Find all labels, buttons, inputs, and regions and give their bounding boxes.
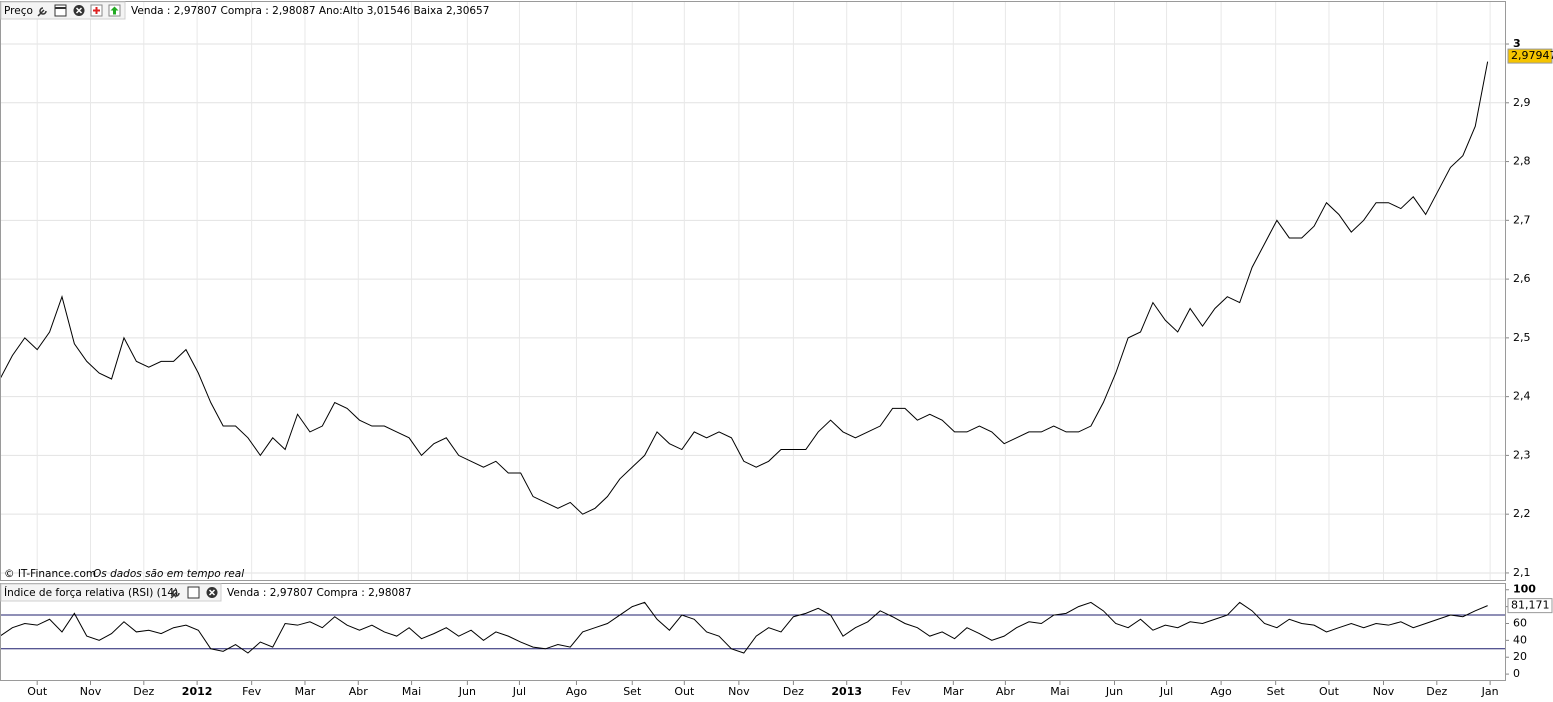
x-tick-label: Abr — [349, 685, 369, 698]
x-tick-label: Jan — [1481, 685, 1499, 698]
y-tick-label: 100 — [1513, 583, 1536, 596]
series-line — [0, 601, 1488, 654]
x-tick-label: Set — [1267, 685, 1286, 698]
y-tick-label: 2,7 — [1513, 213, 1531, 226]
x-tick-label: Dez — [133, 685, 154, 698]
x-tick-label: Fev — [242, 685, 261, 698]
price-title: Preço — [4, 5, 33, 17]
y-tick-label: 0 — [1513, 667, 1520, 680]
y-tick-label: 2,6 — [1513, 272, 1531, 285]
add-icon-plus — [93, 7, 100, 14]
x-tick-label: Ago — [1210, 685, 1232, 698]
close-icon-x — [75, 7, 83, 14]
realtime-note: Os dados são em tempo real — [93, 568, 244, 580]
x-tick-label: 2012 — [182, 685, 213, 698]
x-tick-label: Ago — [566, 685, 588, 698]
rsi-close-icon-x — [208, 589, 216, 596]
y-tick-label: 40 — [1513, 633, 1527, 646]
last-value-tag — [1507, 48, 1553, 64]
x-tick-label: Dez — [783, 685, 804, 698]
series-line — [0, 61, 1489, 515]
source: © IT-Finance.com — [4, 568, 96, 580]
x-tick-label: Nov — [80, 685, 102, 698]
y-tick-label: 2,9 — [1513, 96, 1531, 109]
x-tick-label: Mai — [402, 685, 421, 698]
y-tick-label: 20 — [1513, 650, 1527, 663]
tool-icons[interactable] — [37, 4, 121, 17]
last-value-label: 2,97947 — [1511, 49, 1553, 62]
y-tick-label: 2,4 — [1513, 390, 1531, 403]
x-tick-label: Jul — [512, 685, 526, 698]
x-tick-label: Out — [674, 685, 695, 698]
x-tick-label: Out — [1319, 685, 1340, 698]
rsi-window-icon[interactable] — [187, 586, 200, 599]
y-tick-label: 2,8 — [1513, 155, 1531, 168]
price-quote: Venda : 2,97807 Compra : 2,98087 Ano:Alt… — [131, 5, 489, 17]
x-tick-label: 2013 — [831, 685, 862, 698]
y-tick-label: 2,3 — [1513, 448, 1531, 461]
x-tick-label: Nov — [728, 685, 750, 698]
settings-icon[interactable] — [37, 7, 47, 17]
x-tick-label: Out — [27, 685, 48, 698]
x-tick-label: Jun — [1105, 685, 1123, 698]
x-tick-label: Jun — [458, 685, 476, 698]
x-tick-label: Mar — [943, 685, 964, 698]
rsi-title: Índice de força relativa (RSI) (14) — [4, 586, 178, 599]
x-tick-label: Dez — [1426, 685, 1447, 698]
rsi-panel-frame — [0, 583, 1506, 681]
x-tick-label: Set — [623, 685, 642, 698]
rsi-settings-icon[interactable] — [170, 589, 180, 599]
up-icon-arrow — [110, 6, 119, 15]
rsi-quote: Venda : 2,97807 Compra : 2,98087 — [227, 587, 412, 599]
window-icon[interactable] — [54, 4, 67, 17]
x-tick-label: Jul — [1159, 685, 1173, 698]
y-tick-label: 3 — [1513, 37, 1521, 50]
x-tick-label: Fev — [892, 685, 911, 698]
price-panel-frame — [0, 1, 1506, 581]
x-tick-label: Abr — [996, 685, 1016, 698]
y-tick-label: 2,2 — [1513, 507, 1531, 520]
y-tick-label: 60 — [1513, 616, 1527, 629]
last-value-tag — [1507, 598, 1553, 614]
grid-layer — [0, 2, 1509, 685]
x-tick-label: Nov — [1373, 685, 1395, 698]
x-tick-label: Mai — [1050, 685, 1069, 698]
data-layer — [0, 61, 1489, 654]
x-tick-label: Mar — [295, 685, 316, 698]
y-tick-label: 2,5 — [1513, 331, 1531, 344]
rsi-header-box — [0, 583, 222, 602]
y-tick-label: 2,1 — [1513, 566, 1531, 579]
last-value-label: 81,171 — [1511, 599, 1550, 612]
